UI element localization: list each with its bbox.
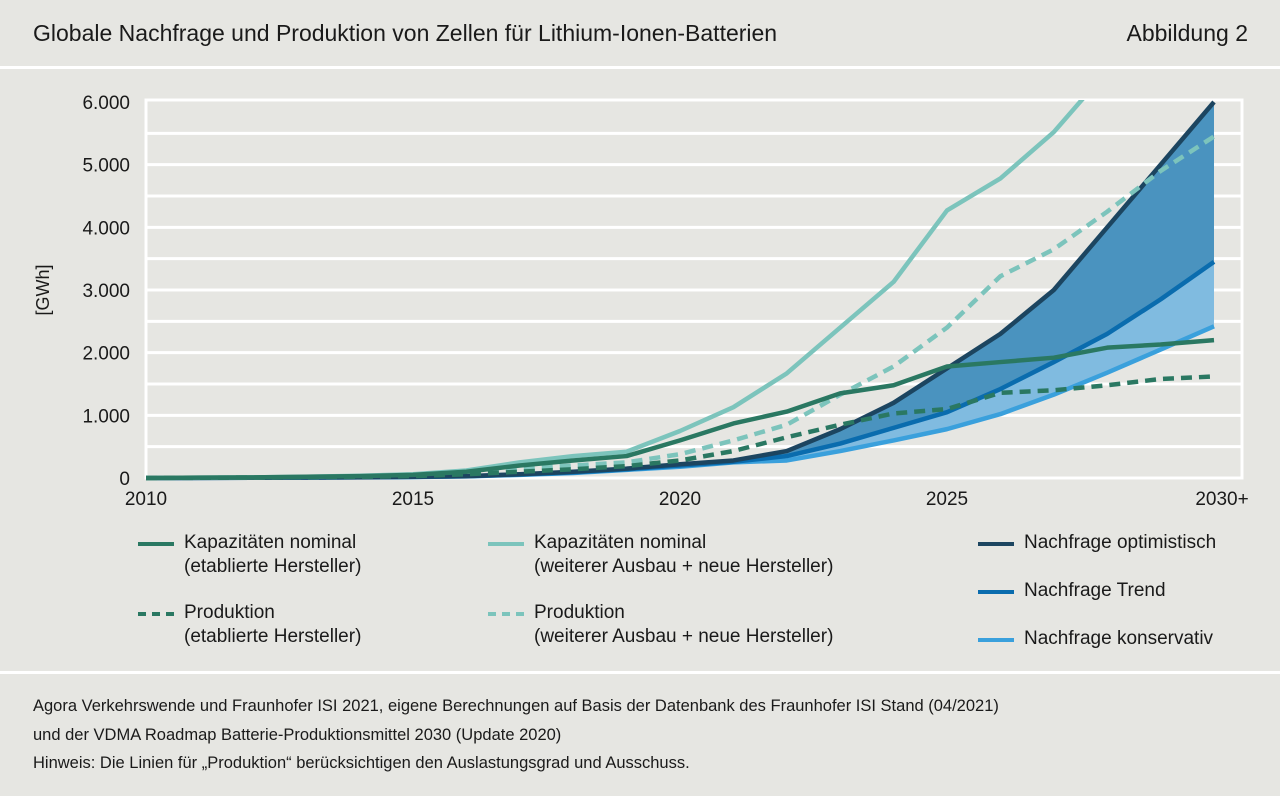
legend-label: Nachfrage Trend	[1024, 580, 1166, 601]
legend-swatch	[978, 638, 1014, 642]
divider	[0, 671, 1280, 674]
x-tick-label: 2030+	[1195, 489, 1248, 510]
legend-label: Nachfrage konservativ	[1024, 628, 1214, 649]
legend-label: (weiterer Ausbau + neue Hersteller)	[534, 556, 834, 577]
figure-label: Abbildung 2	[1126, 20, 1249, 46]
legend-swatch	[138, 542, 174, 546]
band-optimistic-trend	[146, 102, 1214, 478]
x-tick-label: 2020	[659, 489, 701, 510]
legend-label: Produktion	[534, 602, 625, 623]
legend-item: Produktion (weiterer Ausbau + neue Herste…	[488, 601, 834, 649]
note-line: Hinweis: Die Linien für „Produktion“ ber…	[33, 754, 690, 772]
legend-item: Kapazitäten nominal (etablierte Herstelle…	[138, 531, 362, 579]
legend-item: Nachfrage optimistisch	[978, 531, 1217, 555]
legend-swatch	[978, 542, 1014, 546]
legend-item: Nachfrage konservativ	[978, 627, 1214, 651]
y-tick-label: 6.000	[82, 93, 130, 114]
x-tick-label: 2025	[926, 489, 968, 510]
legend-label: Produktion	[184, 602, 275, 623]
source-line: Agora Verkehrswende und Fraunhofer ISI 2…	[33, 697, 999, 715]
chart: 0 1.000 2.000 3.000 4.000 5.000 6.000 2010 2015 2…	[33, 93, 1249, 510]
legend-swatch	[488, 542, 524, 546]
chart-title: Globale Nachfrage und Produktion von Zel…	[33, 20, 778, 46]
legend-label: (etablierte Hersteller)	[184, 556, 362, 577]
y-tick-label: 2.000	[82, 344, 130, 365]
divider	[0, 66, 1280, 69]
series-line-0	[146, 337, 1215, 481]
legend-swatch	[978, 590, 1014, 594]
legend-item: Produktion (etablierte Hersteller)	[138, 601, 362, 649]
x-tick-label: 2010	[125, 489, 167, 510]
y-tick-label: 1.000	[82, 406, 130, 427]
y-tick-label: 3.000	[82, 281, 130, 302]
source-note: Agora Verkehrswende und Fraunhofer ISI 2…	[33, 692, 999, 778]
legend-label: (etablierte Hersteller)	[184, 626, 362, 647]
x-tick-label: 2015	[392, 489, 434, 510]
band-trend-conservative	[146, 261, 1214, 478]
legend-label: Kapazitäten nominal	[184, 532, 357, 553]
legend-item: Kapazitäten nominal (weiterer Ausbau + ne…	[488, 531, 834, 579]
y-tick-label: 5.000	[82, 156, 130, 177]
legend-item: Nachfrage Trend	[978, 579, 1166, 603]
y-axis-label: [GWh]	[33, 264, 53, 315]
legend-swatch	[488, 612, 524, 616]
legend-label: Kapazitäten nominal	[534, 532, 707, 553]
legend-label: (weiterer Ausbau + neue Hersteller)	[534, 626, 834, 647]
legend-swatch	[138, 612, 174, 616]
legend-label: Nachfrage optimistisch	[1024, 532, 1217, 553]
y-tick-label: 4.000	[82, 218, 130, 239]
source-line: und der VDMA Roadmap Batterie-Produktion…	[33, 725, 562, 744]
y-tick-label: 0	[119, 469, 130, 490]
